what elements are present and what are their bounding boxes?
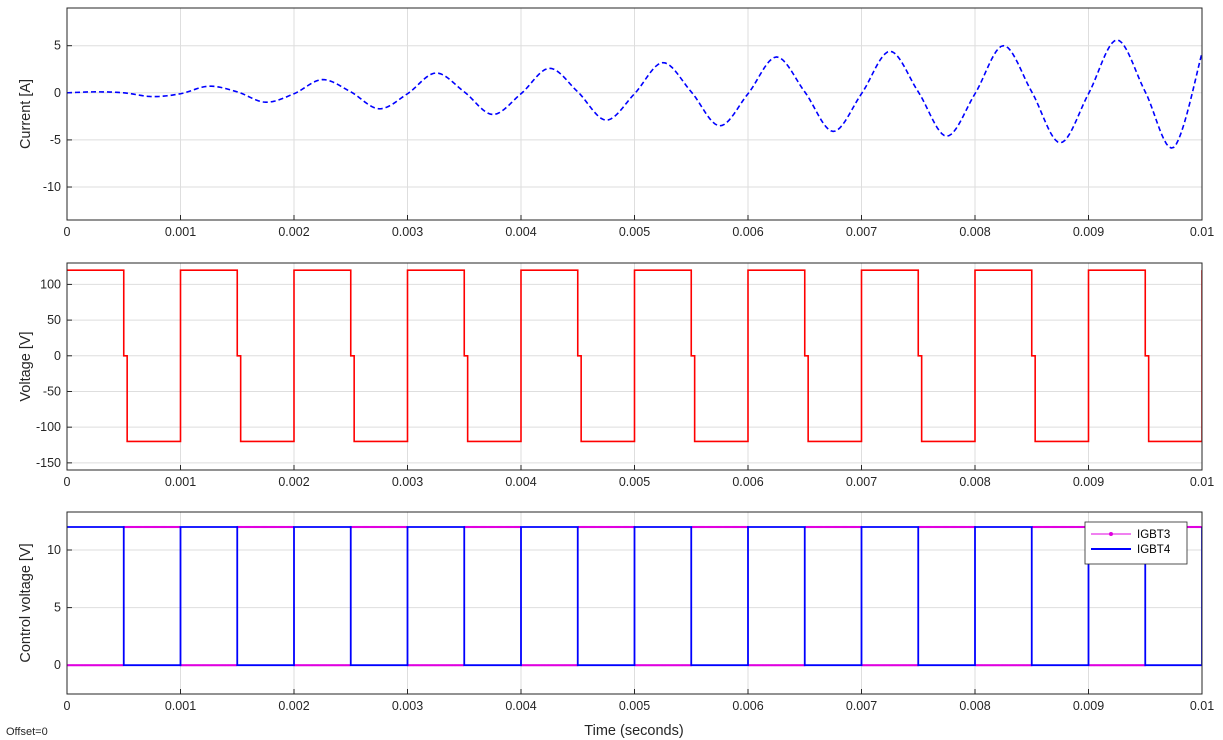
legend: IGBT3 IGBT4 — [1084, 521, 1188, 565]
x-tick-label: 0.003 — [392, 475, 423, 489]
series-line-1-0 — [67, 269, 1202, 443]
x-tick-label: 0.006 — [732, 699, 763, 713]
x-tick-label: 0.001 — [165, 699, 196, 713]
x-tick-label: 0.005 — [619, 475, 650, 489]
series-group — [67, 269, 1202, 443]
x-tick-label: 0.003 — [392, 699, 423, 713]
x-tick-label: 0 — [64, 475, 71, 489]
x-tick-label: 0.006 — [732, 475, 763, 489]
x-tick-label: 0.008 — [959, 225, 990, 239]
x-tick-label: 0.002 — [278, 475, 309, 489]
y-tick-label: -150 — [36, 456, 61, 470]
x-tick-label: 0.01 — [1190, 699, 1214, 713]
x-tick-label: 0.01 — [1190, 475, 1214, 489]
series-line-igbt4 — [67, 526, 1202, 667]
x-tick-label: 0.001 — [165, 225, 196, 239]
y-tick-label: 0 — [54, 658, 61, 672]
legend-box — [1084, 521, 1188, 565]
x-tick-label: 0.007 — [846, 699, 877, 713]
x-tick-label: 0.004 — [505, 225, 536, 239]
x-tick-label: 0.005 — [619, 225, 650, 239]
x-tick-label: 0.003 — [392, 225, 423, 239]
x-tick-label: 0.008 — [959, 475, 990, 489]
y-tick-label: -50 — [43, 384, 61, 398]
x-tick-label: 0 — [64, 699, 71, 713]
x-tick-label: 0.006 — [732, 225, 763, 239]
y-axis-label: Control voltage [V] — [18, 543, 34, 662]
x-tick-label: 0.005 — [619, 699, 650, 713]
legend-label-igbt4: IGBT4 — [1137, 544, 1171, 556]
x-tick-label: 0.002 — [278, 225, 309, 239]
x-tick-label: 0.007 — [846, 475, 877, 489]
y-tick-label: 5 — [54, 601, 61, 615]
y-tick-label: -10 — [43, 180, 61, 194]
x-tick-label: 0.004 — [505, 699, 536, 713]
y-axis-label: Current [A] — [18, 79, 34, 149]
y-tick-label: 50 — [47, 313, 61, 327]
y-tick-label: 100 — [40, 277, 61, 291]
control-voltage-plot: 0 0.001 0.002 0.003 0.004 0.005 0.006 0.007 0.00… — [18, 511, 1214, 713]
y-axis-label: Voltage [V] — [18, 331, 34, 401]
plot-frame — [66, 262, 1203, 471]
series-group — [67, 39, 1202, 149]
x-tick-label: 0.008 — [959, 699, 990, 713]
y-tick-label: 5 — [54, 39, 61, 53]
y-tick-label: -100 — [36, 420, 61, 434]
voltage-plot: 0 0.001 0.002 0.003 0.004 0.005 0.006 0.007 0.00… — [18, 262, 1214, 489]
series-markers-igbt3 — [67, 525, 1202, 667]
plot-frame — [66, 7, 1203, 221]
plot-frame — [66, 511, 1203, 695]
x-tick-label: 0.001 — [165, 475, 196, 489]
y-tick-label: 10 — [47, 543, 61, 557]
y-tick-label: 0 — [54, 349, 61, 363]
x-tick-label: 0.004 — [505, 475, 536, 489]
series-line-0-0 — [67, 39, 1202, 149]
legend-label-igbt3: IGBT3 — [1137, 529, 1170, 541]
y-tick-label: -5 — [50, 133, 61, 147]
series-group — [67, 525, 1202, 667]
x-tick-label: 0.01 — [1190, 225, 1214, 239]
x-tick-label: 0.007 — [846, 225, 877, 239]
current-plot: 0 0.001 0.002 0.003 0.004 0.005 0.006 0.007 0.00… — [18, 7, 1214, 239]
x-axis-label: Time (seconds) — [584, 723, 683, 739]
x-tick-label: 0.009 — [1073, 699, 1104, 713]
x-tick-label: 0.009 — [1073, 225, 1104, 239]
y-tick-label: 0 — [54, 86, 61, 100]
x-tick-label: 0.009 — [1073, 475, 1104, 489]
x-tick-label: 0.002 — [278, 699, 309, 713]
offset-label: Offset=0 — [6, 726, 48, 738]
legend-marker-igbt3 — [1109, 532, 1113, 536]
x-tick-label: 0 — [64, 225, 71, 239]
